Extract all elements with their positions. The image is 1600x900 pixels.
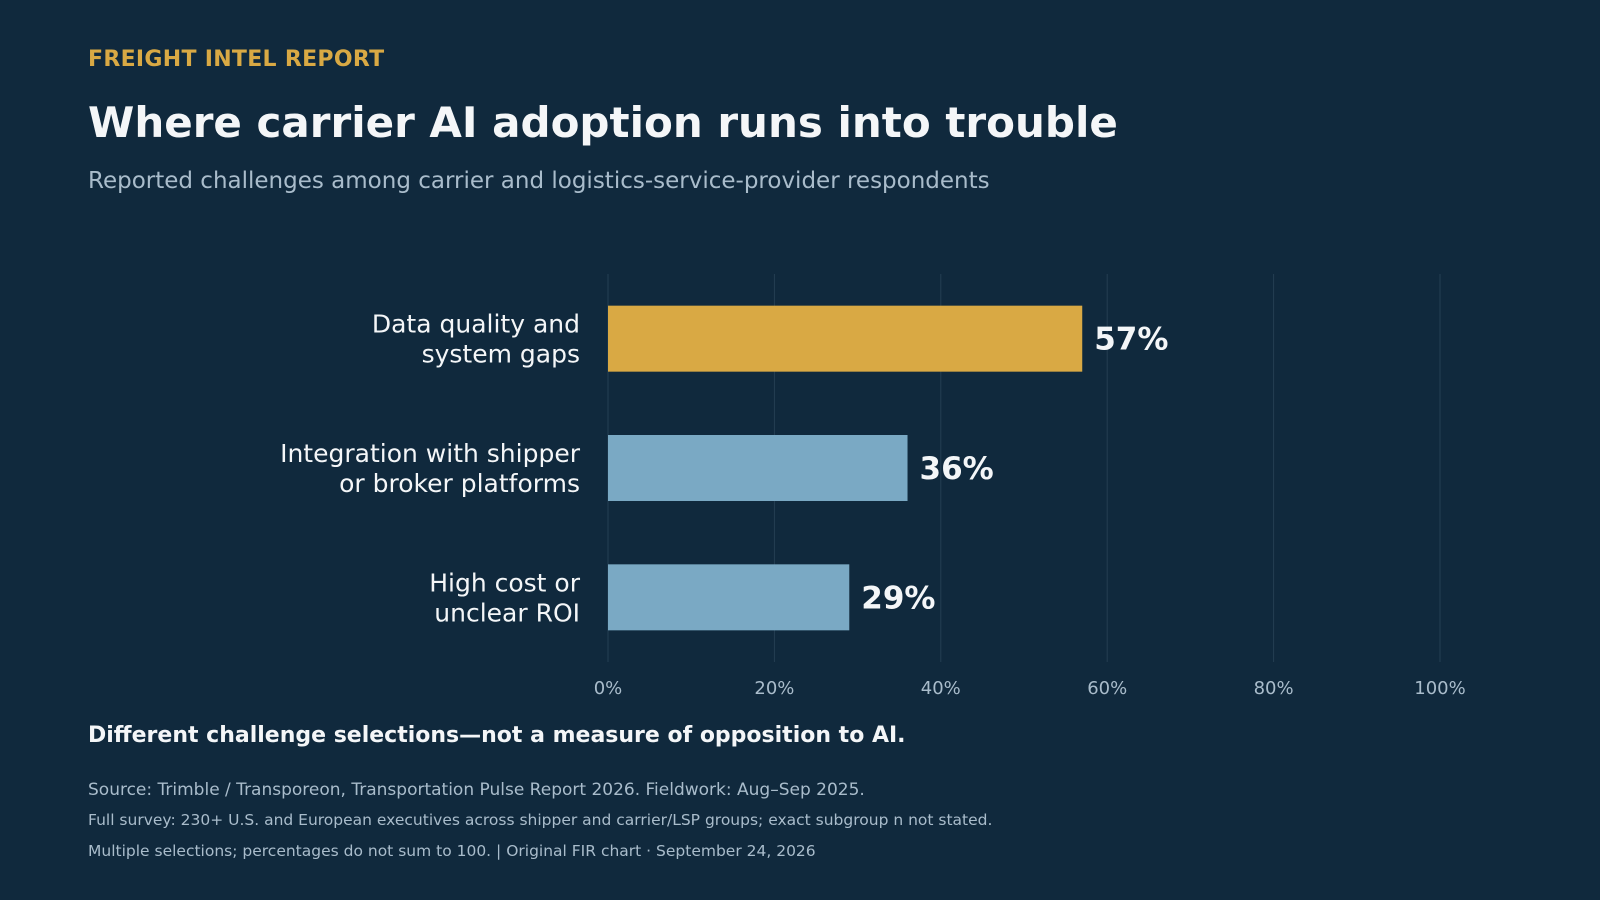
category-label: unclear ROI: [434, 598, 580, 627]
chart-title: Where carrier AI adoption runs into trou…: [88, 98, 1118, 147]
bar: [608, 435, 908, 501]
category-label: or broker platforms: [339, 469, 580, 498]
data-label: 57%: [1094, 322, 1168, 358]
takeaway-note: Different challenge selections—not a mea…: [88, 723, 906, 748]
survey-note: Full survey: 230+ U.S. and European exec…: [88, 811, 993, 829]
x-tick-label: 20%: [754, 678, 794, 699]
x-tick-label: 100%: [1414, 678, 1465, 699]
data-label: 36%: [920, 451, 994, 487]
x-tick-label: 0%: [594, 678, 623, 699]
category-label: High cost or: [429, 568, 581, 597]
bar: [608, 564, 850, 631]
category-label: Integration with shipper: [280, 439, 581, 468]
x-tick-label: 40%: [921, 678, 961, 699]
category-label: system gaps: [422, 340, 580, 369]
report-kicker: FREIGHT INTEL REPORT: [88, 47, 385, 72]
source-note: Source: Trimble / Transporeon, Transport…: [88, 780, 865, 800]
method-note: Multiple selections; percentages do not …: [88, 842, 816, 860]
x-tick-label: 80%: [1254, 678, 1294, 699]
chart-subtitle: Reported challenges among carrier and lo…: [88, 168, 990, 194]
category-label: Data quality and: [372, 310, 580, 339]
x-tick-label: 60%: [1087, 678, 1127, 699]
bar-chart: 0% 20% 40% 60% 80% 100% 57% Data quality andsys…: [280, 274, 1466, 699]
data-label: 29%: [861, 580, 935, 616]
bar: [608, 305, 1083, 372]
